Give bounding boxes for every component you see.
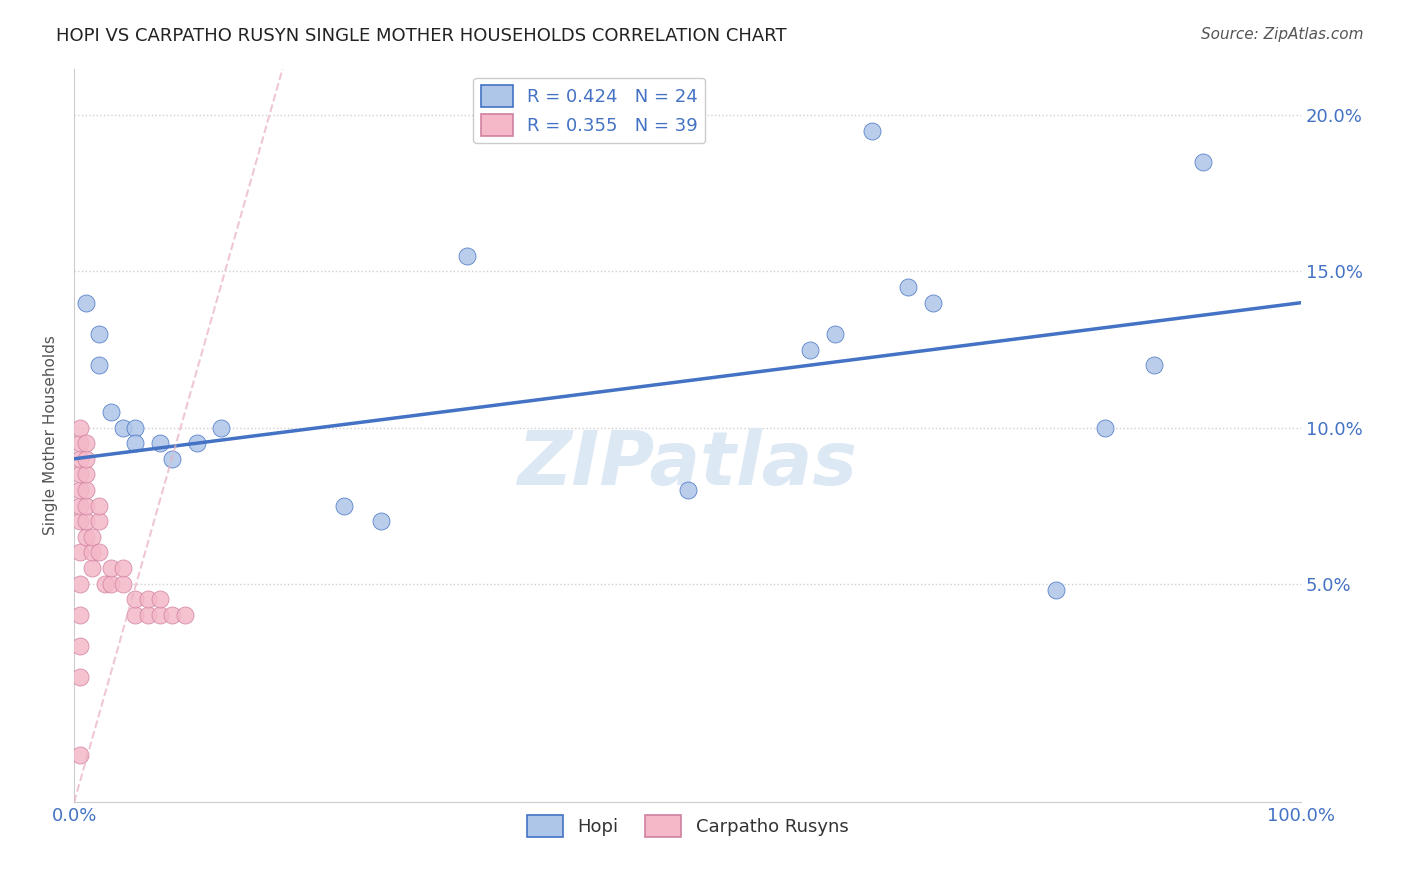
Point [162,451,184,466]
Point [162,607,184,622]
Point [75,499,97,513]
Point [136,607,159,622]
Text: HOPI VS CARPATHO RUSYN SINGLE MOTHER HOUSEHOLDS CORRELATION CHART: HOPI VS CARPATHO RUSYN SINGLE MOTHER HOU… [56,27,787,45]
Point [824,326,846,341]
Point [87,514,110,528]
Point [149,436,172,450]
Point [69,467,91,482]
Point [75,436,97,450]
Point [87,326,110,341]
Point [75,483,97,497]
Point [456,249,478,263]
Point [75,467,97,482]
Point [75,514,97,528]
Point [1192,155,1215,169]
Point [209,420,232,434]
Point [112,561,135,575]
Point [136,592,159,607]
Point [94,576,117,591]
Point [149,607,172,622]
Point [897,280,920,294]
Point [69,576,91,591]
Point [124,607,146,622]
Point [799,343,821,357]
Point [922,295,945,310]
Point [124,420,146,434]
Point [87,545,110,559]
Point [112,576,135,591]
Point [69,499,91,513]
Point [173,607,195,622]
Point [100,576,122,591]
Point [69,483,91,497]
Point [124,436,146,450]
Point [676,483,699,497]
Point [69,451,91,466]
Point [69,436,91,450]
Point [149,592,172,607]
Point [1143,358,1166,372]
Point [1045,582,1067,597]
Point [186,436,208,450]
Point [75,295,97,310]
Y-axis label: Single Mother Households: Single Mother Households [44,335,58,535]
Point [82,545,104,559]
Point [112,420,135,434]
Text: Source: ZipAtlas.com: Source: ZipAtlas.com [1201,27,1364,42]
Point [333,499,356,513]
Point [69,670,91,684]
Legend: Hopi, Carpatho Rusyns: Hopi, Carpatho Rusyns [519,808,856,845]
Point [82,530,104,544]
Point [100,561,122,575]
Point [69,514,91,528]
Point [87,499,110,513]
Point [69,639,91,653]
Point [69,545,91,559]
Point [860,124,883,138]
Point [100,405,122,419]
Point [82,561,104,575]
Point [87,358,110,372]
Point [69,420,91,434]
Point [75,530,97,544]
Point [370,514,392,528]
Text: ZIPatlas: ZIPatlas [517,428,858,501]
Point [69,748,91,763]
Point [69,607,91,622]
Point [75,451,97,466]
Point [124,592,146,607]
Point [1094,420,1116,434]
